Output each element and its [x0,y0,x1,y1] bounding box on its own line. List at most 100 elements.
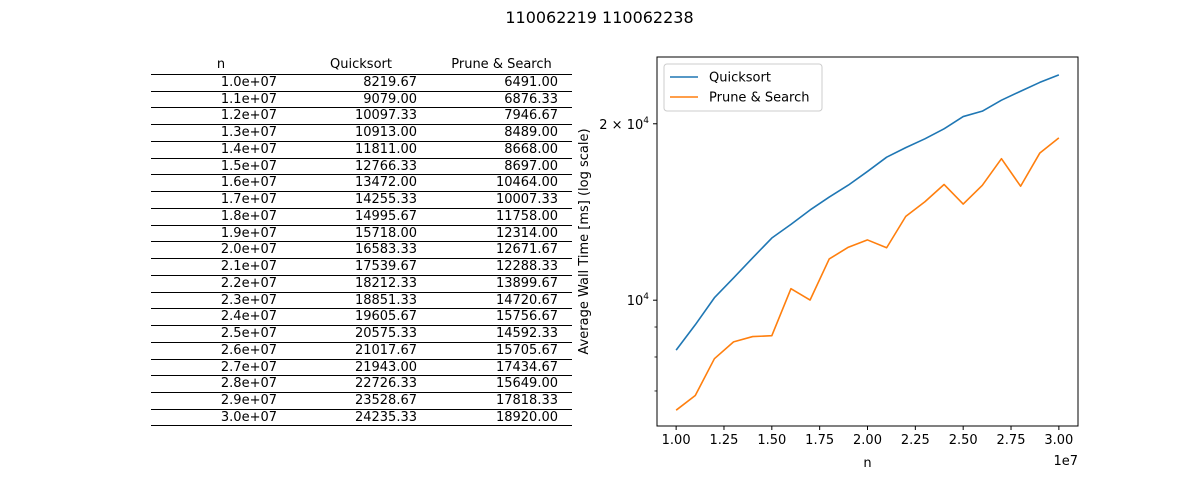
table-cell-quicksort: 18851.33 [354,292,417,308]
table-row: 1.8e+07 14995.67 11758.00 [151,207,572,225]
table-cell-quicksort: 21943.00 [354,359,417,375]
table-cell-n: 1.8e+07 [220,208,277,224]
table-cell-quicksort: 20575.33 [354,326,417,341]
table-cell-n: 2.4e+07 [220,309,277,325]
table-cell-prune-search: 17818.33 [495,393,558,408]
table-header-row: n Quicksort Prune & Search [151,57,572,74]
table-cell-quicksort: 11811.00 [354,141,417,157]
y-axis: 104 2 × 104 [599,116,657,392]
x-tick-label: 1.50 [757,433,786,448]
table-cell-n: 1.0e+07 [220,74,277,90]
table-row: 1.7e+07 14255.33 10007.33 [151,191,572,208]
table-cell-n: 2.0e+07 [220,242,277,258]
table-row: 1.4e+07 11811.00 8668.00 [151,140,572,158]
table-cell-quicksort: 16583.33 [354,242,417,258]
table-row: 2.6e+07 21017.67 15705.67 [151,341,572,359]
x-tick-label: 2.75 [997,433,1026,448]
table-cell-prune-search: 10007.33 [495,192,558,207]
table-cell-quicksort: 23528.67 [354,393,417,408]
x-axis: 1.00 1.25 1.50 1.75 2.00 2.25 2.50 2.75 3.00 [662,426,1073,448]
y-tick-mantissa: 2 × [599,118,626,133]
table-cell-n: 1.9e+07 [220,225,277,241]
table-cell-n: 2.3e+07 [220,292,277,308]
x-tick-label: 2.50 [949,433,978,448]
table-cell-n: 1.6e+07 [220,175,277,191]
legend-box [663,63,823,112]
table-cell-prune-search: 18920.00 [495,409,558,425]
table-row: 2.7e+07 21943.00 17434.67 [151,358,572,376]
table-cell-prune-search: 7946.67 [504,108,558,124]
table-cell-n: 1.2e+07 [220,108,277,124]
table-row: 1.1e+07 9079.00 6876.33 [151,90,572,108]
table-cell-n: 1.7e+07 [220,192,277,207]
table-header-quicksort: Quicksort [330,57,392,72]
table-cell-quicksort: 21017.67 [354,342,417,358]
series-line-1 [675,137,1060,411]
table-cell-n: 1.3e+07 [220,125,277,140]
table-cell-prune-search: 12288.33 [495,259,558,274]
table-cell-quicksort: 10913.00 [354,125,417,140]
table-row: 2.4e+07 19605.67 15756.67 [151,308,572,325]
table-cell-quicksort: 14995.67 [354,208,417,224]
table-cell-prune-search: 15649.00 [495,376,558,392]
table-row: 2.3e+07 18851.33 14720.67 [151,291,572,309]
table-cell-quicksort: 13472.00 [354,175,417,191]
table-row: 2.2e+07 18212.33 13899.67 [151,274,572,292]
table-cell-prune-search: 15756.67 [495,309,558,325]
table-cell-prune-search: 15705.67 [495,342,558,358]
table-row: 1.9e+07 15718.00 12314.00 [151,224,572,242]
x-tick-label: 1.00 [662,433,691,448]
table-cell-prune-search: 17434.67 [495,359,558,375]
table-cell-quicksort: 10097.33 [354,108,417,124]
table-cell-quicksort: 9079.00 [363,91,417,107]
table-cell-quicksort: 15718.00 [354,225,417,241]
table-row: 3.0e+07 24235.33 18920.00 [151,408,572,426]
plot-frame [656,56,1079,427]
table-header-prune-search: Prune & Search [451,57,552,72]
table-cell-prune-search: 8697.00 [504,158,558,174]
table-cell-prune-search: 10464.00 [495,175,558,191]
table-cell-quicksort: 18212.33 [354,275,417,291]
x-axis-label: n [863,456,871,471]
table-cell-n: 2.8e+07 [220,376,277,392]
table-row: 1.0e+07 8219.67 6491.00 [151,73,572,91]
x-axis-offset-label: 1e7 [1053,454,1078,469]
y-axis-label: Average Wall Time [ms] (log scale) [577,128,592,354]
table-row: 2.8e+07 22726.33 15649.00 [151,375,572,392]
figure-title: 110062219 110062238 [505,8,694,27]
table-cell-quicksort: 12766.33 [354,158,417,174]
x-tick-label: 3.00 [1044,433,1073,448]
table-cell-prune-search: 6491.00 [504,74,558,90]
table-cell-prune-search: 14592.33 [495,326,558,341]
table-cell-n: 3.0e+07 [220,409,277,425]
table-body: 1.0e+07 8219.67 6491.00 1.1e+07 9079.00 6876.… [151,73,572,426]
table-cell-n: 1.4e+07 [220,141,277,157]
table-cell-quicksort: 8219.67 [363,74,417,90]
table-cell-prune-search: 12671.67 [495,242,558,258]
table-cell-n: 2.2e+07 [220,275,277,291]
table-row: 1.3e+07 10913.00 8489.00 [151,124,572,141]
table-cell-quicksort: 24235.33 [354,409,417,425]
y-tick-exponent: 4 [643,116,649,126]
table-cell-n: 1.5e+07 [220,158,277,174]
table-row: 1.6e+07 13472.00 10464.00 [151,174,572,191]
legend-label-1: Prune & Search [709,91,810,106]
plot-lines [675,74,1060,411]
table-cell-prune-search: 14720.67 [495,292,558,308]
y-tick-label: 104 [627,292,650,309]
table-cell-prune-search: 8489.00 [504,125,558,140]
x-tick-label: 1.25 [710,433,739,448]
table-cell-prune-search: 8668.00 [504,141,558,157]
x-tick-label: 1.75 [805,433,834,448]
legend: Quicksort Prune & Search [663,63,823,112]
table-row: 1.2e+07 10097.33 7946.67 [151,107,572,124]
table-cell-quicksort: 17539.67 [354,259,417,274]
x-tick-label: 2.25 [901,433,930,448]
y-tick-label: 2 × 104 [599,116,649,133]
x-tick-label: 2.00 [853,433,882,448]
legend-label-0: Quicksort [709,71,771,86]
table-cell-n: 2.5e+07 [220,326,277,341]
series-line-0 [675,74,1060,351]
table-cell-prune-search: 6876.33 [504,91,558,107]
